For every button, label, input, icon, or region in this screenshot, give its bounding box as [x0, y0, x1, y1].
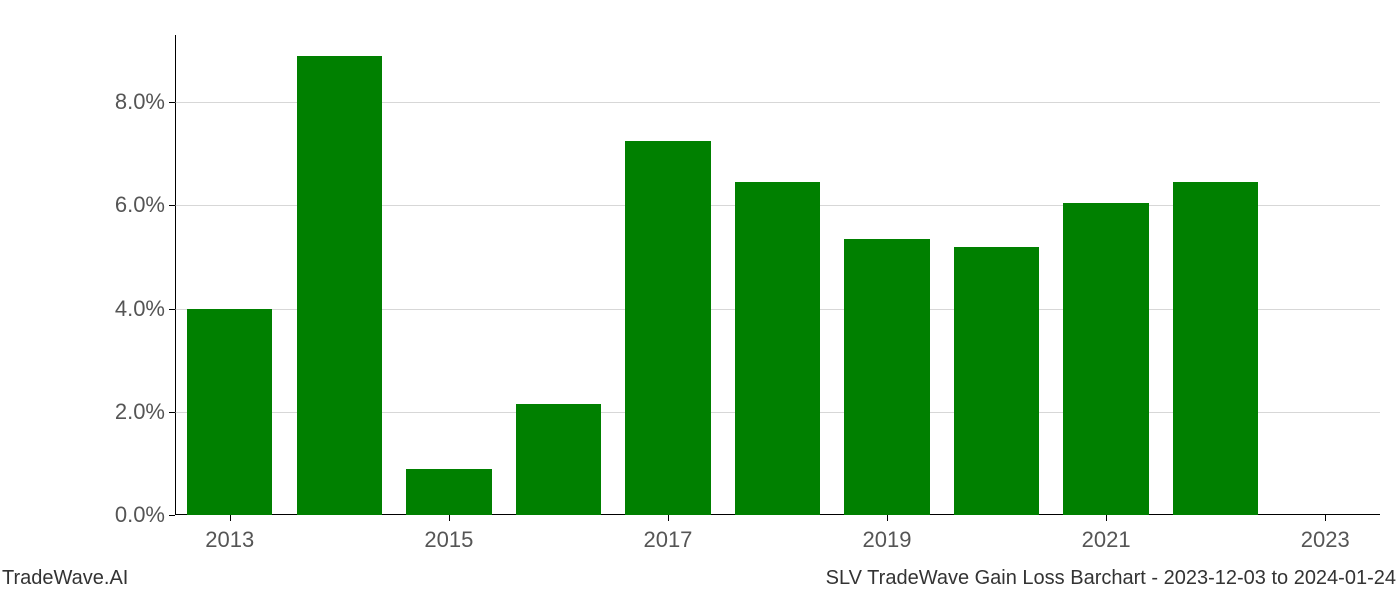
x-tick-label: 2021 — [1082, 527, 1131, 553]
bar — [297, 56, 382, 515]
y-tick-label: 2.0% — [65, 399, 165, 425]
y-tick-mark — [169, 412, 175, 413]
y-tick-mark — [169, 309, 175, 310]
bar — [187, 309, 272, 515]
y-tick-mark — [169, 102, 175, 103]
bar — [516, 404, 601, 515]
x-tick-mark — [887, 515, 888, 521]
footer-caption: SLV TradeWave Gain Loss Barchart - 2023-… — [826, 567, 1396, 590]
chart-plot-area: 201320152017201920212023 — [175, 35, 1380, 515]
y-tick-label: 0.0% — [65, 502, 165, 528]
bar — [406, 469, 491, 515]
x-tick-mark — [449, 515, 450, 521]
bar — [1173, 182, 1258, 515]
y-tick-label: 4.0% — [65, 296, 165, 322]
x-tick-mark — [1106, 515, 1107, 521]
bar — [844, 239, 929, 515]
x-tick-label: 2023 — [1301, 527, 1350, 553]
y-tick-label: 6.0% — [65, 192, 165, 218]
x-tick-label: 2013 — [205, 527, 254, 553]
x-tick-mark — [1325, 515, 1326, 521]
bar — [735, 182, 820, 515]
x-tick-mark — [668, 515, 669, 521]
y-tick-mark — [169, 515, 175, 516]
x-tick-mark — [230, 515, 231, 521]
x-tick-label: 2019 — [863, 527, 912, 553]
bar — [954, 247, 1039, 515]
bar — [625, 141, 710, 515]
x-tick-label: 2017 — [643, 527, 692, 553]
bar — [1063, 203, 1148, 515]
y-tick-label: 8.0% — [65, 89, 165, 115]
footer-brand: TradeWave.AI — [2, 567, 128, 590]
x-tick-label: 2015 — [424, 527, 473, 553]
y-tick-mark — [169, 205, 175, 206]
y-axis-line — [175, 35, 176, 515]
